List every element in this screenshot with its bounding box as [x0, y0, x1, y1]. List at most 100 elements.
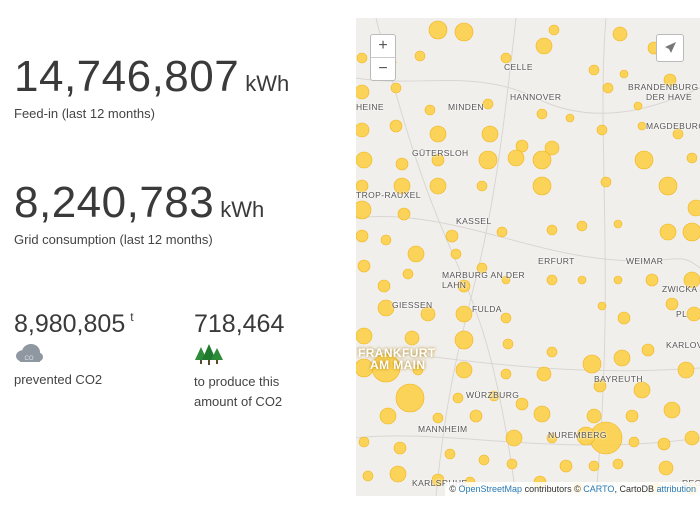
- plant-bubble[interactable]: [515, 139, 529, 153]
- plant-bubble[interactable]: [619, 69, 629, 79]
- plant-bubble[interactable]: [533, 405, 551, 423]
- plant-bubble[interactable]: [488, 390, 500, 402]
- plant-bubble[interactable]: [389, 465, 407, 483]
- plant-bubble[interactable]: [663, 401, 681, 419]
- plant-bubble[interactable]: [588, 64, 600, 76]
- plant-bubble[interactable]: [672, 128, 684, 140]
- plant-bubble[interactable]: [576, 426, 596, 446]
- plant-bubble[interactable]: [395, 157, 409, 171]
- plant-bubble[interactable]: [686, 306, 700, 322]
- plant-bubble[interactable]: [515, 397, 529, 411]
- locate-button[interactable]: [656, 34, 684, 62]
- plant-bubble[interactable]: [377, 299, 395, 317]
- plant-bubble[interactable]: [613, 349, 631, 367]
- plant-bubble[interactable]: [356, 52, 368, 64]
- plant-bubble[interactable]: [500, 52, 512, 64]
- plant-bubble[interactable]: [536, 366, 552, 382]
- osm-link[interactable]: OpenStreetMap: [458, 484, 523, 494]
- plant-bubble[interactable]: [476, 180, 488, 192]
- plant-bubble[interactable]: [358, 436, 370, 448]
- plant-bubble[interactable]: [429, 125, 447, 143]
- plant-bubble[interactable]: [500, 368, 512, 380]
- plant-bubble[interactable]: [613, 275, 623, 285]
- attribution-link[interactable]: attribution: [656, 484, 696, 494]
- plant-bubble[interactable]: [546, 432, 558, 444]
- plant-bubble[interactable]: [559, 459, 573, 473]
- plant-bubble[interactable]: [389, 119, 403, 133]
- plant-bubble[interactable]: [597, 301, 607, 311]
- plant-bubble[interactable]: [532, 176, 552, 196]
- plant-bubble[interactable]: [496, 226, 508, 238]
- plant-bubble[interactable]: [565, 113, 575, 123]
- plant-bubble[interactable]: [501, 275, 511, 285]
- plant-bubble[interactable]: [628, 436, 640, 448]
- plant-bubble[interactable]: [454, 22, 474, 42]
- plant-bubble[interactable]: [402, 268, 414, 280]
- plant-bubble[interactable]: [481, 125, 499, 143]
- plant-bubble[interactable]: [645, 273, 659, 287]
- plant-bubble[interactable]: [546, 224, 558, 236]
- plant-bubble[interactable]: [390, 82, 402, 94]
- plant-bubble[interactable]: [380, 234, 392, 246]
- plant-bubble[interactable]: [428, 20, 448, 40]
- plant-bubble[interactable]: [356, 122, 370, 138]
- plant-bubble[interactable]: [482, 98, 494, 110]
- plant-bubble[interactable]: [506, 458, 518, 470]
- plant-bubble[interactable]: [641, 343, 655, 357]
- plant-bubble[interactable]: [593, 379, 607, 393]
- plant-bubble[interactable]: [356, 200, 372, 220]
- plant-bubble[interactable]: [596, 124, 608, 136]
- plant-bubble[interactable]: [356, 327, 373, 345]
- plant-bubble[interactable]: [379, 407, 397, 425]
- plant-bubble[interactable]: [544, 140, 560, 156]
- plant-bubble[interactable]: [625, 409, 639, 423]
- map[interactable]: CELLE BRANDENBURG DER HAVE HEINE MINDEN …: [356, 18, 700, 496]
- plant-bubble[interactable]: [432, 412, 444, 424]
- plant-bubble[interactable]: [469, 409, 483, 423]
- plant-bubble[interactable]: [478, 150, 498, 170]
- plant-bubble[interactable]: [455, 305, 473, 323]
- plant-bubble[interactable]: [404, 330, 420, 346]
- plant-bubble[interactable]: [450, 248, 462, 260]
- plant-bubble[interactable]: [677, 361, 695, 379]
- plant-bubble[interactable]: [658, 460, 674, 476]
- plant-bubble[interactable]: [395, 383, 425, 413]
- plant-bubble[interactable]: [535, 37, 553, 55]
- plant-bubble[interactable]: [507, 149, 525, 167]
- plant-bubble[interactable]: [397, 207, 411, 221]
- plant-bubble[interactable]: [612, 26, 628, 42]
- plant-bubble[interactable]: [377, 279, 391, 293]
- plant-bubble[interactable]: [633, 101, 643, 111]
- plant-bubble[interactable]: [634, 150, 654, 170]
- plant-bubble[interactable]: [586, 408, 602, 424]
- plant-bubble[interactable]: [478, 454, 490, 466]
- plant-bubble[interactable]: [454, 330, 474, 350]
- plant-bubble[interactable]: [682, 222, 700, 242]
- plant-bubble[interactable]: [412, 364, 424, 376]
- plant-bubble[interactable]: [356, 179, 369, 193]
- plant-bubble[interactable]: [362, 470, 374, 482]
- plant-bubble[interactable]: [577, 275, 587, 285]
- plant-bubble[interactable]: [393, 441, 407, 455]
- plant-bubble[interactable]: [452, 392, 464, 404]
- plant-bubble[interactable]: [582, 354, 602, 374]
- plant-bubble[interactable]: [371, 353, 401, 383]
- plant-bubble[interactable]: [476, 262, 488, 274]
- plant-bubble[interactable]: [657, 437, 671, 451]
- plant-bubble[interactable]: [500, 312, 512, 324]
- plant-bubble[interactable]: [612, 458, 624, 470]
- plant-bubble[interactable]: [600, 176, 612, 188]
- plant-bubble[interactable]: [613, 219, 623, 229]
- plant-bubble[interactable]: [424, 104, 436, 116]
- plant-bubble[interactable]: [633, 381, 651, 399]
- plant-bubble[interactable]: [546, 274, 558, 286]
- plant-bubble[interactable]: [602, 82, 614, 94]
- plant-bubble[interactable]: [617, 311, 631, 325]
- plant-bubble[interactable]: [429, 177, 447, 195]
- plant-bubble[interactable]: [414, 50, 426, 62]
- plant-bubble[interactable]: [356, 84, 370, 100]
- plant-bubble[interactable]: [455, 361, 473, 379]
- plant-bubble[interactable]: [505, 429, 523, 447]
- plant-bubble[interactable]: [665, 297, 679, 311]
- plant-bubble[interactable]: [431, 473, 445, 487]
